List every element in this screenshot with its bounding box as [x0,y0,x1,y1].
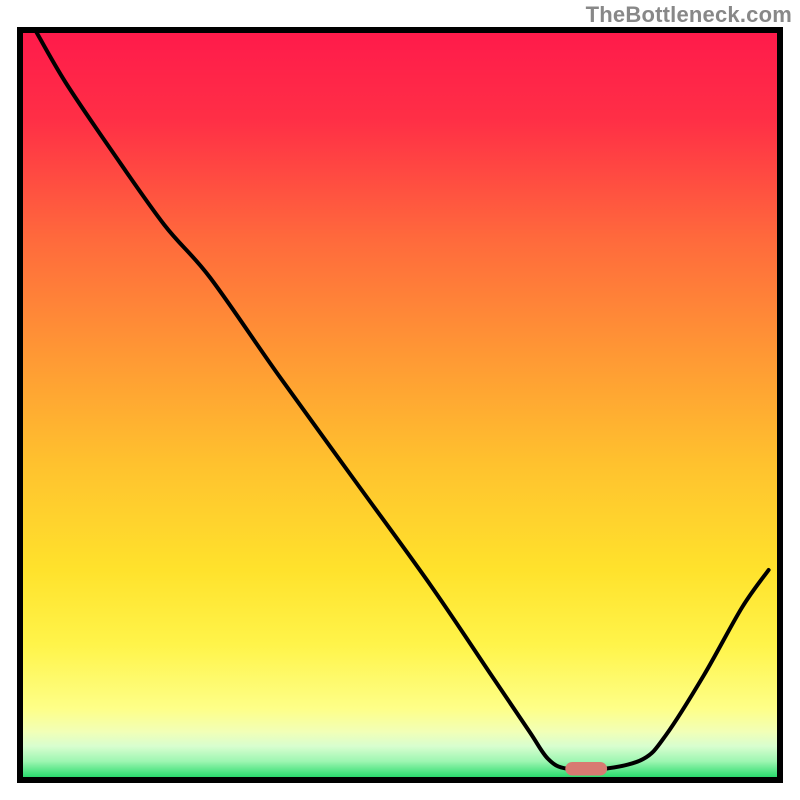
gradient-background [20,30,780,780]
chart-root: { "watermark": { "text": "TheBottleneck.… [0,0,800,800]
bottleneck-chart [0,0,800,800]
optimal-marker [565,762,607,776]
